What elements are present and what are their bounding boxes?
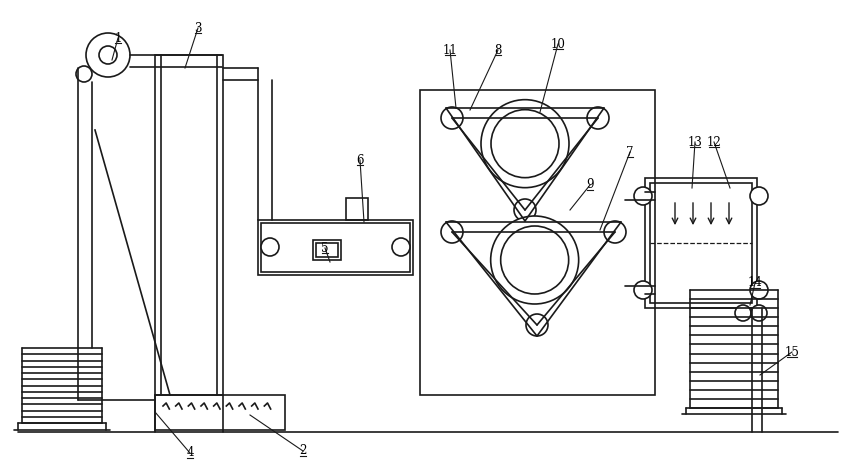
Text: 2: 2 — [300, 445, 306, 458]
Bar — [313, 240, 341, 260]
Bar — [650, 183, 752, 303]
Bar — [155, 395, 285, 430]
Circle shape — [526, 314, 548, 336]
Circle shape — [501, 226, 568, 294]
Circle shape — [99, 46, 117, 64]
Circle shape — [735, 305, 751, 321]
Circle shape — [634, 281, 652, 299]
Bar — [258, 220, 413, 275]
Circle shape — [587, 107, 609, 129]
Circle shape — [634, 187, 652, 205]
Bar — [420, 90, 655, 395]
Text: 13: 13 — [687, 136, 703, 148]
Circle shape — [86, 33, 130, 77]
Circle shape — [441, 107, 463, 129]
Circle shape — [76, 66, 92, 82]
Bar — [155, 55, 223, 395]
Circle shape — [750, 187, 768, 205]
Text: 8: 8 — [494, 44, 502, 57]
Circle shape — [491, 110, 559, 178]
Text: 11: 11 — [443, 44, 457, 57]
Text: 3: 3 — [194, 22, 202, 35]
Text: 6: 6 — [356, 154, 364, 167]
Circle shape — [261, 238, 279, 256]
Circle shape — [481, 100, 569, 188]
Text: 10: 10 — [550, 37, 566, 51]
Bar — [645, 178, 757, 308]
Bar — [261, 223, 410, 272]
Circle shape — [514, 199, 536, 221]
Text: 15: 15 — [785, 345, 800, 358]
Text: 1: 1 — [115, 31, 122, 44]
Bar — [316, 243, 338, 257]
Text: 7: 7 — [627, 146, 633, 159]
Circle shape — [604, 221, 626, 243]
Text: 4: 4 — [187, 446, 193, 460]
Bar — [346, 198, 368, 220]
Circle shape — [751, 305, 767, 321]
Text: 12: 12 — [706, 136, 722, 148]
Circle shape — [392, 238, 410, 256]
Circle shape — [750, 281, 768, 299]
Text: 5: 5 — [321, 241, 329, 255]
Text: 14: 14 — [747, 277, 763, 290]
Text: 9: 9 — [586, 178, 594, 191]
Circle shape — [441, 221, 463, 243]
Circle shape — [490, 216, 579, 304]
